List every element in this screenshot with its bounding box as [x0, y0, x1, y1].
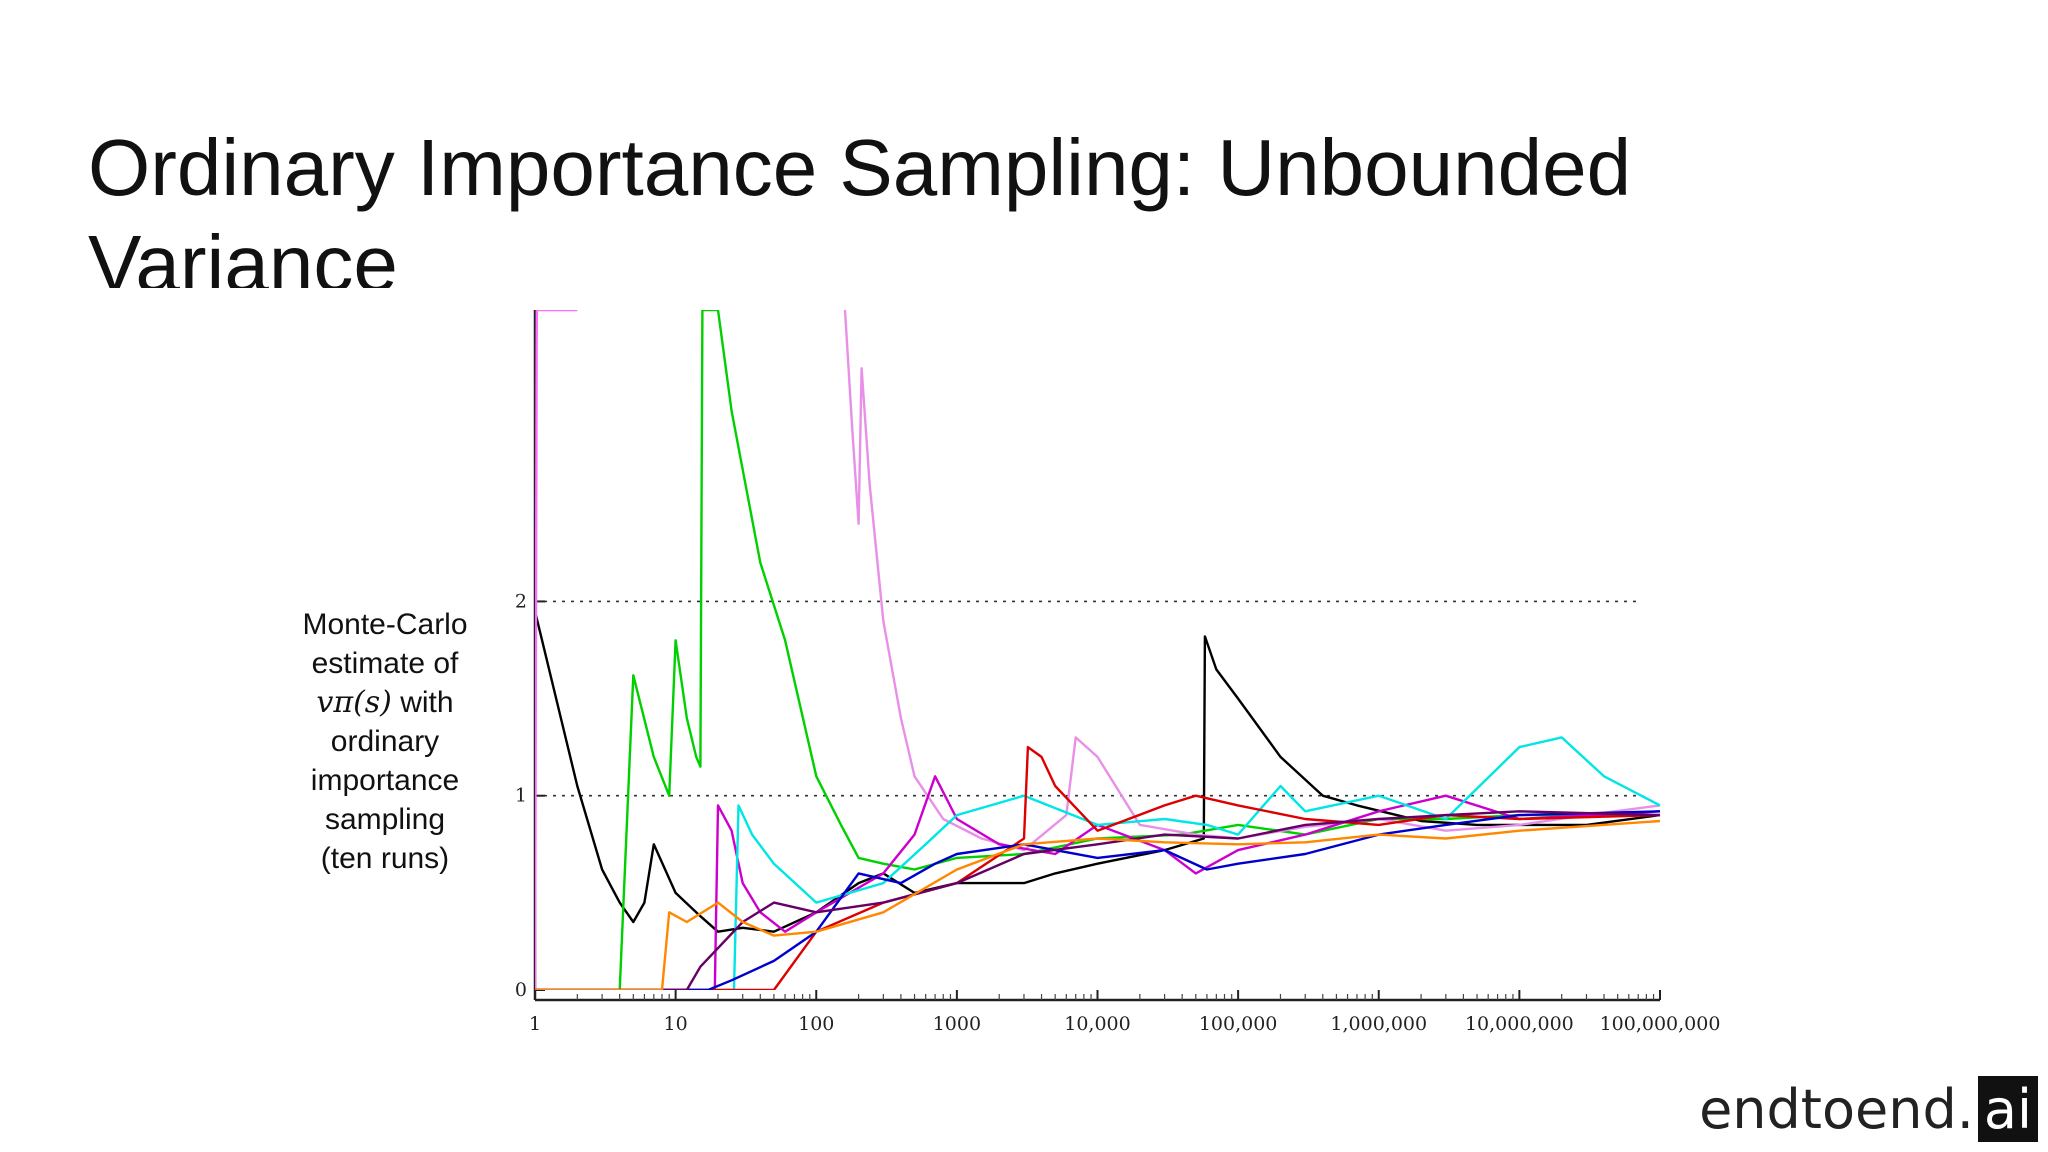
- series-line-2: [535, 310, 578, 990]
- x-tick-label-7: 10,000,000: [1465, 1013, 1574, 1035]
- y-label-line-2: estimate of: [311, 647, 459, 680]
- brand-logo: endtoend. ai: [1699, 1070, 2038, 1142]
- series-line-6: [535, 736, 1661, 990]
- series-line-4: [843, 310, 1661, 852]
- x-tick-label-0: 1: [529, 1013, 541, 1035]
- x-tick-label-6: 1,000,000: [1330, 1013, 1427, 1035]
- y-tick-label-2: 2: [515, 590, 527, 612]
- series-line-9: [535, 810, 1661, 990]
- x-tick-label-2: 100: [798, 1013, 834, 1035]
- y-tick-label-1: 1: [515, 785, 527, 807]
- series-line-3: [535, 310, 1660, 990]
- series-group: [535, 310, 1661, 990]
- series-line-10: [535, 819, 1661, 990]
- series-line-7: [535, 745, 1661, 990]
- x-tick-label-4: 10,000: [1064, 1013, 1130, 1035]
- series-line-1: [535, 610, 1661, 933]
- slide-title: Ordinary Importance Sampling: Unbounded …: [88, 123, 1632, 288]
- x-tick-label-8: 100,000,000: [1600, 1013, 1721, 1035]
- y-label-line-7: (ten runs): [320, 842, 450, 875]
- y-label-line-4: ordinary: [330, 725, 440, 758]
- x-tick-label-1: 10: [664, 1013, 688, 1035]
- y-axis-label: Monte-Carlo estimate of vπ(s) with ordin…: [280, 605, 490, 878]
- y-label-line-5: importance: [310, 764, 460, 797]
- y-label-math: vπ(s): [316, 685, 392, 720]
- x-tick-label-3: 1000: [933, 1013, 981, 1035]
- y-tick-label-0: 0: [515, 979, 527, 1001]
- y-label-line-6: sampling: [324, 803, 446, 836]
- brand-text: endtoend.: [1699, 1078, 1974, 1141]
- chart-container: Monte-Carlo estimate of vπ(s) with ordin…: [280, 290, 1740, 1040]
- y-label-line-3: vπ(s) with: [280, 683, 490, 722]
- series-line-5: [535, 775, 1661, 990]
- y-label-line-1: Monte-Carlo: [302, 608, 468, 641]
- y-label-with: with: [400, 686, 454, 719]
- brand-badge: ai: [1977, 1076, 2038, 1142]
- x-tick-label-5: 100,000: [1199, 1013, 1278, 1035]
